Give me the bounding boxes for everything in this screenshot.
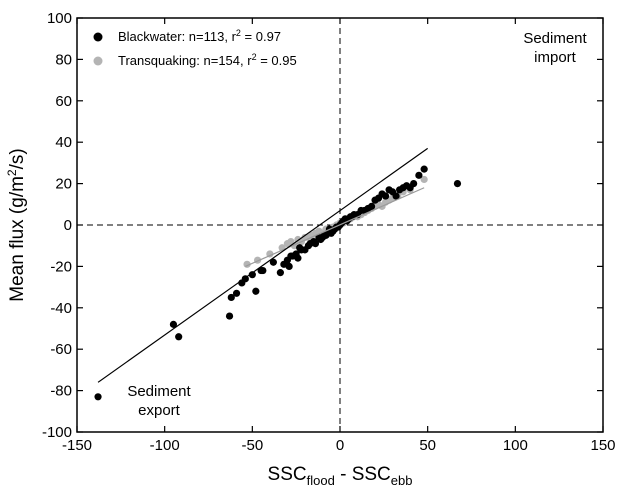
y-tick-label: -100 [42,424,72,441]
data-point-blackwater [252,287,260,295]
data-point-blackwater [269,258,277,266]
data-point-blackwater [311,240,320,248]
data-point-blackwater [259,266,267,275]
legend-label-transquaking: Transquaking: n=154, r2 = 0.95 [118,52,297,68]
x-tick-label: 150 [590,437,615,454]
y-tick-label: -80 [50,383,72,400]
data-point-blackwater [285,262,293,270]
data-point-blackwater [410,180,418,188]
y-tick-label: 0 [64,217,72,234]
data-point-blackwater [367,202,376,210]
data-point-blackwater [420,165,428,173]
y-tick-label: -60 [50,341,72,358]
data-point-blackwater [169,320,178,328]
y-tick-label: 80 [55,51,72,68]
data-point-blackwater [415,171,423,179]
x-tick-label: -100 [150,437,180,454]
fit-line-transquaking [245,187,425,267]
x-axis-label: SSCflood - SSCebb [268,464,413,488]
annotation-sediment-export-line1: Sediment [127,383,191,400]
data-point-blackwater [381,192,390,200]
y-tick-label: -40 [50,300,72,317]
data-point-blackwater [294,254,302,262]
fit-lines [97,147,429,383]
legend-marker-blackwater [93,32,103,42]
y-tick-label: 20 [55,176,72,193]
legend-label-blackwater: Blackwater: n=113, r2 = 0.97 [118,28,281,44]
data-point-blackwater [248,271,256,279]
data-point-blackwater [227,293,235,302]
x-tick-label: 50 [419,437,436,454]
data-point-blackwater [232,289,241,297]
y-tick-label: 60 [55,93,72,110]
x-tick-label: 0 [336,437,344,454]
y-tick-label: -20 [50,258,72,275]
x-tick-label: -50 [241,437,263,454]
y-tick-label: 100 [47,10,72,27]
data-point-blackwater [94,393,102,401]
y-axis-label: Mean flux (g/m2/s) [5,148,28,301]
annotation-sediment-import-line1: Sediment [523,30,587,47]
data-point-blackwater [225,312,234,320]
data-point-blackwater [453,180,462,188]
legend: Blackwater: n=113, r2 = 0.97 Transquakin… [93,28,297,68]
data-point-blackwater [392,192,400,200]
legend-marker-transquaking [93,56,103,66]
axis-ticks: -150 -100 -50 0 50 100 150-100-80-60-40-200204… [42,10,616,454]
x-tick-label: -150 [62,437,92,454]
annotation-sediment-import-line2: import [534,49,577,66]
y-tick-label: 40 [55,134,72,151]
data-point-blackwater [276,269,284,277]
data-point-transquaking [420,175,428,184]
annotation-sediment-export-line2: export [138,402,181,419]
data-point-blackwater [175,333,183,341]
x-tick-label: 100 [503,437,528,454]
fit-line-blackwater [97,147,429,383]
